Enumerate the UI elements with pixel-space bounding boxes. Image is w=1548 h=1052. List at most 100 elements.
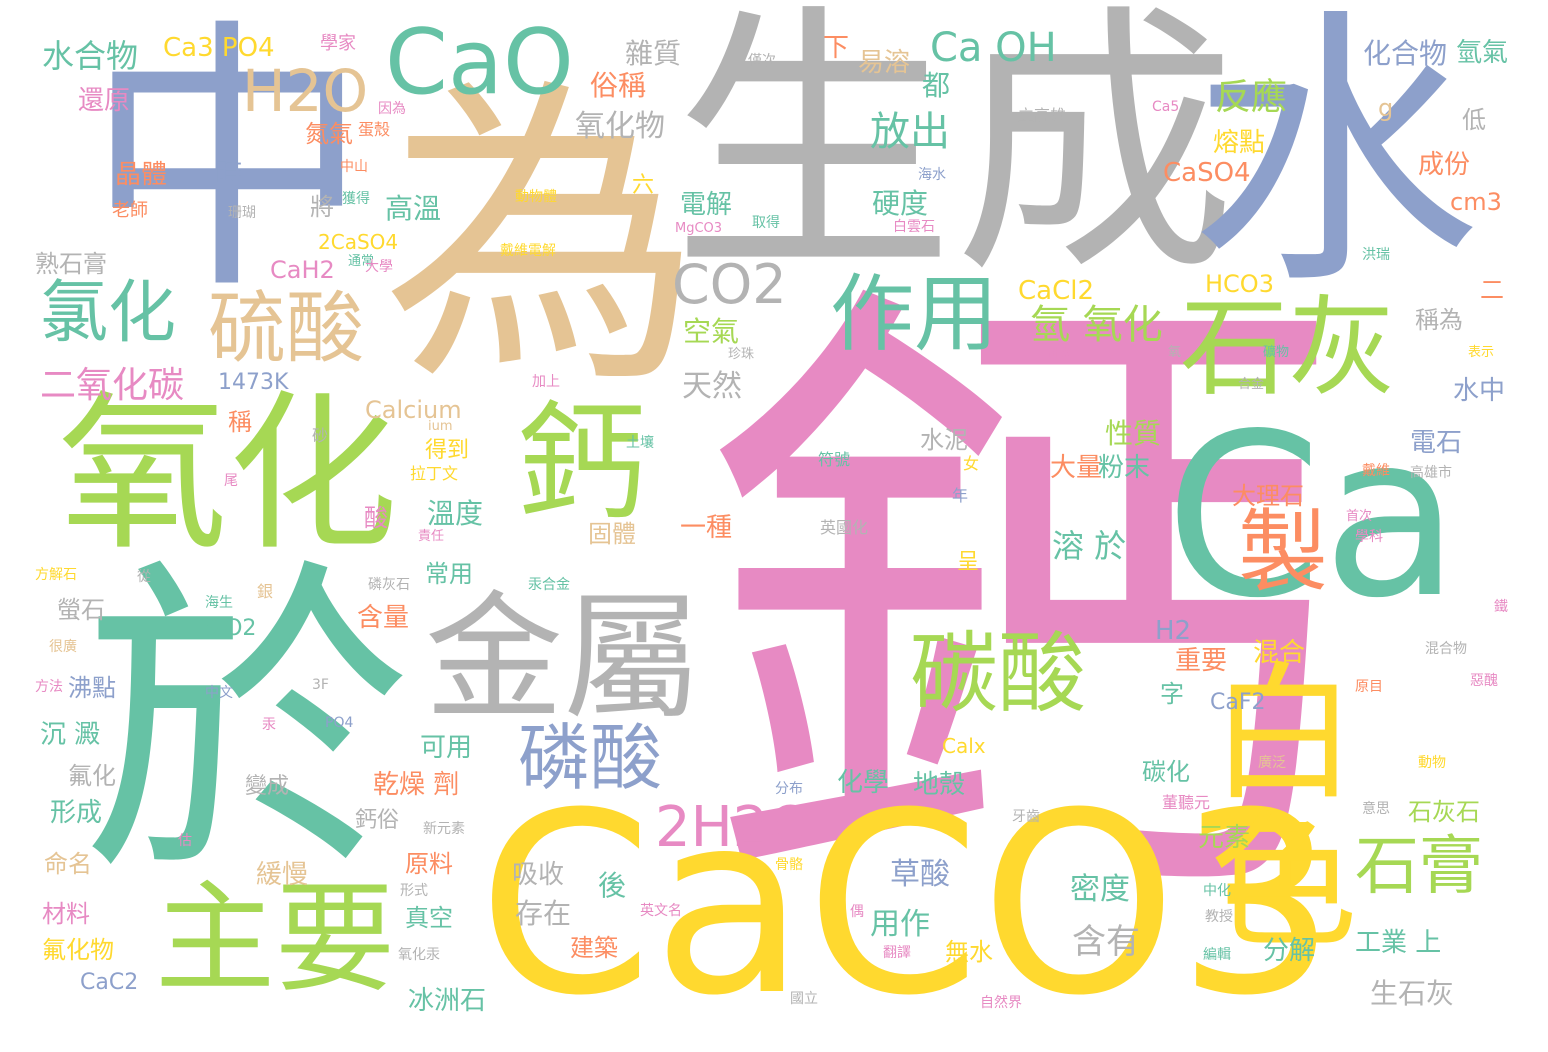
word: 固體 bbox=[588, 520, 636, 548]
word: 蛋殼 bbox=[358, 120, 391, 139]
word: 低 bbox=[1462, 106, 1486, 134]
word: 都 bbox=[922, 69, 951, 102]
word: 通常 bbox=[348, 254, 375, 269]
word: 真空 bbox=[405, 904, 453, 932]
word: 常用 bbox=[425, 560, 473, 588]
word: 含量 bbox=[357, 603, 410, 633]
word: 螢石 bbox=[57, 596, 105, 624]
word: 首次 bbox=[1346, 509, 1373, 524]
word: 土壤 bbox=[626, 435, 654, 451]
word: 白色 bbox=[1184, 655, 1356, 951]
word: 2H2O bbox=[655, 795, 813, 860]
word: CaF2 bbox=[1210, 690, 1266, 715]
word: 戴維電解 bbox=[500, 243, 556, 259]
word: 水泥 bbox=[920, 426, 968, 454]
word: 性質 bbox=[1105, 417, 1162, 450]
word: 時 bbox=[215, 157, 244, 190]
word: CaC2 bbox=[80, 970, 139, 995]
word: 成份 bbox=[1418, 150, 1471, 180]
word: 立高雄 bbox=[1018, 106, 1067, 125]
word: 氫氣 bbox=[1456, 38, 1509, 68]
word: 很廣 bbox=[49, 639, 77, 655]
word: 鈣俗 bbox=[355, 808, 400, 833]
word: 水合物 bbox=[42, 37, 139, 75]
word: 材料 bbox=[42, 900, 90, 928]
word: 化合物 bbox=[1363, 37, 1448, 70]
word: 分解 bbox=[1263, 936, 1316, 966]
word: 責任 bbox=[418, 529, 445, 544]
word: 獲得 bbox=[342, 191, 370, 207]
word: 洪瑞 bbox=[1362, 247, 1390, 263]
word: Ca bbox=[1165, 386, 1460, 648]
word: 字 bbox=[1160, 680, 1184, 708]
word: 生成 bbox=[672, 0, 1236, 310]
word: CO2 bbox=[672, 253, 787, 316]
word: 氧 bbox=[1168, 345, 1182, 360]
word: 用作 bbox=[870, 907, 930, 942]
word: 混合物 bbox=[1425, 641, 1467, 657]
word: 稱 bbox=[228, 408, 252, 436]
word: 變成 bbox=[245, 774, 290, 799]
word: Ca5 bbox=[1152, 99, 1180, 115]
word: 鈣 bbox=[700, 237, 1340, 982]
word: 氯化 bbox=[40, 274, 177, 353]
word: 英文名 bbox=[640, 903, 682, 919]
word: 原目 bbox=[1355, 679, 1383, 695]
word: CaSO4 bbox=[1163, 158, 1251, 188]
word: 化學 bbox=[837, 768, 890, 798]
word: 1473K bbox=[218, 370, 289, 395]
word: 白雲石 bbox=[893, 219, 935, 235]
word: 大理石 bbox=[1232, 482, 1304, 510]
word: Ca3 PO4 bbox=[163, 33, 275, 63]
word: 反應 bbox=[1215, 77, 1288, 118]
word: 國立 bbox=[790, 991, 818, 1007]
word: CaO bbox=[385, 10, 574, 115]
word: 將 bbox=[310, 193, 334, 221]
word: 二 bbox=[1480, 276, 1504, 304]
word: 重要 bbox=[1175, 646, 1228, 676]
word: 氮氣 bbox=[305, 120, 353, 148]
word: 為 bbox=[382, 54, 702, 426]
word: 老師 bbox=[112, 200, 148, 221]
word: 新元素 bbox=[423, 821, 465, 837]
word: 碳酸 bbox=[910, 622, 1087, 725]
word: 女 bbox=[963, 454, 980, 473]
word: 惡醜 bbox=[1470, 673, 1498, 689]
word: 方法 bbox=[35, 679, 63, 695]
word: 呈 bbox=[957, 550, 980, 575]
word: 熔點 bbox=[1213, 128, 1266, 158]
word: 骨骼 bbox=[775, 857, 803, 873]
word: 沉 澱 bbox=[40, 720, 101, 750]
word: 電解 bbox=[680, 190, 733, 220]
word: 廣泛 bbox=[1258, 755, 1286, 771]
word: 鈣 bbox=[495, 395, 644, 523]
word: 教授 bbox=[1205, 909, 1233, 925]
word: cm3 bbox=[1450, 188, 1502, 216]
word: 石灰石 bbox=[1408, 798, 1480, 826]
word: CaH2 bbox=[270, 256, 335, 284]
word: 3F bbox=[312, 677, 329, 693]
word: 動物 bbox=[1418, 755, 1446, 771]
word: 僅次 bbox=[748, 53, 776, 69]
word: 許多 bbox=[1048, 345, 1075, 360]
word: 2CaSO4 bbox=[318, 230, 399, 254]
word: 易溶 bbox=[858, 48, 911, 78]
word: 一種 bbox=[680, 513, 733, 543]
word: 密度 bbox=[1070, 872, 1130, 907]
word: 吸收 bbox=[512, 860, 565, 890]
word: 可用 bbox=[420, 733, 473, 763]
word: 主要 bbox=[155, 870, 395, 1009]
word: 汞合金 bbox=[528, 577, 570, 593]
word: Calcium bbox=[365, 396, 462, 424]
word: 地殼 bbox=[913, 770, 966, 800]
word: 大學 bbox=[365, 259, 393, 275]
word: 氫 氧化 bbox=[1030, 302, 1163, 348]
word: 方解石 bbox=[35, 567, 77, 583]
word: 學科 bbox=[1355, 529, 1383, 545]
word: 銀 bbox=[257, 582, 274, 601]
word: 氧化汞 bbox=[398, 947, 440, 963]
word: 翻譯 bbox=[883, 945, 911, 961]
word: 還原 bbox=[78, 86, 131, 116]
word: 加上 bbox=[532, 374, 560, 390]
